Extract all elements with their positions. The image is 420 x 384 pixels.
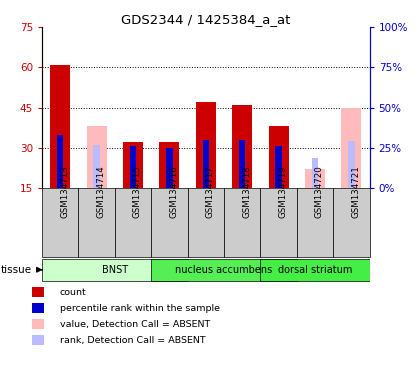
Text: GSM134719: GSM134719 <box>278 165 288 218</box>
Bar <box>32 303 44 313</box>
Bar <box>348 141 354 188</box>
Bar <box>79 188 115 257</box>
Bar <box>260 188 297 257</box>
Text: GSM134718: GSM134718 <box>242 165 251 218</box>
Bar <box>188 188 224 257</box>
Text: GSM134716: GSM134716 <box>169 165 178 218</box>
Bar <box>276 146 282 188</box>
Bar <box>239 140 245 188</box>
Text: dorsal striatum: dorsal striatum <box>278 265 352 275</box>
Bar <box>312 157 318 188</box>
Text: GSM134715: GSM134715 <box>133 165 142 218</box>
Title: GDS2344 / 1425384_a_at: GDS2344 / 1425384_a_at <box>121 13 291 26</box>
Text: GSM134714: GSM134714 <box>97 165 105 218</box>
Bar <box>32 287 44 297</box>
Bar <box>196 102 216 188</box>
Bar <box>232 105 252 188</box>
Bar <box>93 145 100 188</box>
Text: GSM134713: GSM134713 <box>60 165 69 218</box>
Bar <box>269 126 289 188</box>
Text: GSM134717: GSM134717 <box>206 165 215 218</box>
Bar <box>42 258 188 281</box>
Bar <box>166 148 173 188</box>
Text: count: count <box>60 288 87 297</box>
Bar <box>32 319 44 329</box>
Text: rank, Detection Call = ABSENT: rank, Detection Call = ABSENT <box>60 336 205 345</box>
Bar <box>202 140 209 188</box>
Bar <box>297 188 333 257</box>
Text: GSM134720: GSM134720 <box>315 165 324 218</box>
Bar <box>151 188 188 257</box>
Bar <box>123 142 143 188</box>
Text: nucleus accumbens: nucleus accumbens <box>176 265 273 275</box>
Text: value, Detection Call = ABSENT: value, Detection Call = ABSENT <box>60 319 210 329</box>
Text: percentile rank within the sample: percentile rank within the sample <box>60 304 220 313</box>
Bar <box>115 188 151 257</box>
Bar <box>160 142 179 188</box>
Bar <box>260 258 370 281</box>
Bar <box>42 188 79 257</box>
Text: BNST: BNST <box>102 265 128 275</box>
Text: tissue: tissue <box>0 265 32 275</box>
Text: GSM134721: GSM134721 <box>352 165 360 218</box>
Bar <box>151 258 297 281</box>
Bar <box>57 135 63 188</box>
Bar <box>341 108 362 188</box>
Bar <box>130 146 136 188</box>
Bar <box>32 335 44 345</box>
Bar <box>87 126 107 188</box>
Bar <box>333 188 370 257</box>
Bar <box>224 188 260 257</box>
Bar <box>305 169 325 188</box>
Bar <box>50 65 70 188</box>
